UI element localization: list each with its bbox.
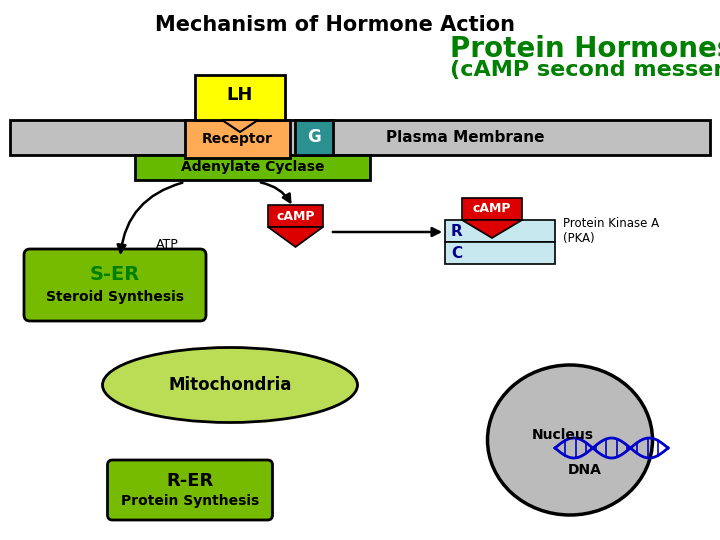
Text: (cAMP second messenger): (cAMP second messenger) — [450, 60, 720, 80]
Text: Mechanism of Hormone Action: Mechanism of Hormone Action — [155, 15, 515, 35]
Text: Adenylate Cyclase: Adenylate Cyclase — [181, 160, 324, 174]
Text: C: C — [451, 246, 462, 260]
Bar — [462, 198, 522, 220]
Text: S-ER: S-ER — [90, 266, 140, 285]
Text: LH: LH — [227, 86, 253, 105]
Bar — [10, 120, 710, 155]
Text: cAMP: cAMP — [473, 202, 511, 215]
Ellipse shape — [487, 365, 652, 515]
Text: Receptor: Receptor — [202, 132, 273, 146]
Bar — [185, 120, 290, 158]
Polygon shape — [222, 120, 258, 132]
Text: G: G — [307, 129, 321, 146]
Polygon shape — [462, 220, 522, 238]
Text: Steroid Synthesis: Steroid Synthesis — [46, 290, 184, 304]
Bar — [135, 155, 370, 180]
Bar — [295, 120, 333, 155]
Text: cAMP: cAMP — [276, 210, 315, 222]
Bar — [445, 242, 555, 264]
FancyBboxPatch shape — [24, 249, 206, 321]
Text: ATP: ATP — [156, 239, 179, 252]
Polygon shape — [268, 227, 323, 247]
Bar — [445, 220, 555, 242]
FancyBboxPatch shape — [107, 460, 272, 520]
Ellipse shape — [102, 348, 358, 422]
Text: Mitochondria: Mitochondria — [168, 376, 292, 394]
Text: R: R — [451, 224, 463, 239]
Text: R-ER: R-ER — [166, 472, 214, 490]
Text: DNA: DNA — [568, 463, 602, 477]
Bar — [268, 205, 323, 227]
Text: Protein Hormones: Protein Hormones — [450, 35, 720, 63]
Text: Plasma Membrane: Plasma Membrane — [386, 130, 544, 145]
Text: Protein Synthesis: Protein Synthesis — [121, 494, 259, 508]
Bar — [195, 75, 285, 120]
Text: Nucleus: Nucleus — [532, 428, 594, 442]
Text: Protein Kinase A
(PKA): Protein Kinase A (PKA) — [563, 217, 659, 245]
